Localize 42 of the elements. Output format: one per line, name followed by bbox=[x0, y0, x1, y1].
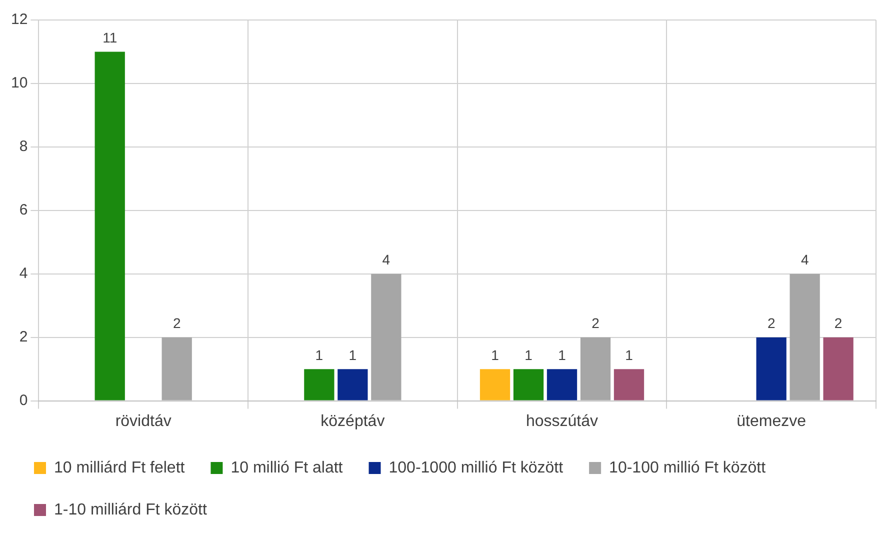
data-label: 2 bbox=[834, 315, 842, 332]
x-tick-label: középtáv bbox=[320, 412, 385, 430]
legend-label: 100-1000 millió Ft között bbox=[388, 459, 564, 476]
y-tick-label: 6 bbox=[19, 202, 28, 219]
legend-label: 10-100 millió Ft között bbox=[609, 459, 766, 476]
bar bbox=[823, 337, 854, 400]
bar bbox=[756, 337, 786, 400]
y-tick-label: 4 bbox=[19, 265, 28, 282]
data-label: 1 bbox=[348, 346, 357, 363]
data-label: 1 bbox=[625, 346, 634, 363]
data-label: 2 bbox=[767, 315, 776, 332]
data-label: 2 bbox=[592, 315, 600, 332]
y-tick-label: 10 bbox=[10, 74, 28, 92]
y-tick-label: 12 bbox=[10, 11, 28, 28]
x-tick-label: hosszútáv bbox=[526, 412, 598, 430]
bar bbox=[371, 274, 402, 400]
bar bbox=[546, 369, 578, 400]
data-label: 4 bbox=[382, 252, 390, 268]
legend-label: 10 milliárd Ft felett bbox=[54, 459, 186, 476]
bar bbox=[162, 337, 192, 400]
bar bbox=[614, 369, 644, 400]
data-label: 11 bbox=[102, 30, 118, 46]
bar bbox=[790, 274, 820, 400]
bar bbox=[513, 369, 544, 400]
data-label: 4 bbox=[800, 252, 809, 268]
y-tick-label: 0 bbox=[19, 392, 28, 409]
y-tick-label: 8 bbox=[19, 138, 28, 156]
data-label: 1 bbox=[315, 346, 324, 363]
bar bbox=[304, 369, 334, 400]
bar bbox=[338, 369, 368, 400]
x-tick-label: rövidtáv bbox=[115, 412, 172, 430]
data-label: 2 bbox=[172, 315, 181, 332]
bar bbox=[480, 369, 510, 400]
data-label: 1 bbox=[524, 346, 533, 363]
legend-label: 10 millió Ft alatt bbox=[230, 459, 344, 476]
x-tick-label: ütemezve bbox=[736, 412, 806, 430]
y-tick-label: 2 bbox=[19, 328, 28, 346]
legend-label: 1-10 milliárd Ft között bbox=[54, 501, 208, 518]
data-label: 1 bbox=[558, 346, 566, 363]
bar bbox=[580, 337, 611, 400]
data-label: 1 bbox=[491, 346, 500, 363]
bar bbox=[94, 52, 125, 400]
